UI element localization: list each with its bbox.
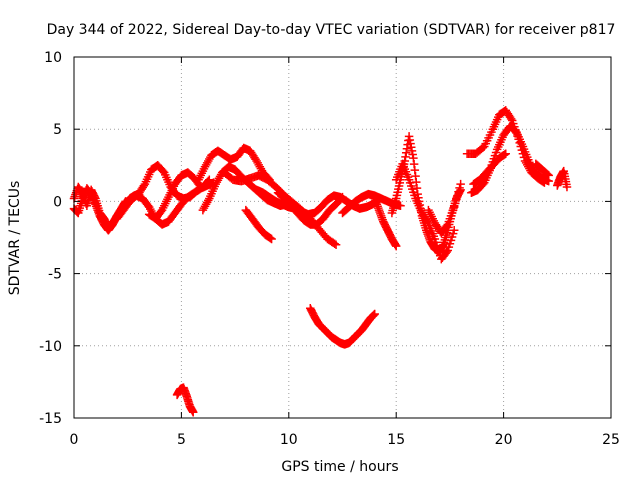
data-point: [370, 309, 379, 319]
x-tick-label: 5: [177, 432, 186, 448]
data-point: [501, 149, 510, 158]
data-point: [267, 234, 276, 244]
data-point: [405, 178, 415, 188]
data-point: [408, 184, 417, 194]
data-point: [410, 191, 419, 200]
data-point: [490, 151, 500, 160]
data-point: [442, 247, 451, 257]
data-point: [330, 239, 339, 249]
data-point: [331, 240, 341, 249]
data-point: [205, 175, 214, 184]
y-tick-label: -15: [39, 411, 62, 427]
data-point: [196, 182, 205, 192]
data-point: [204, 176, 213, 186]
series-arc20: [469, 149, 510, 189]
x-axis-label: GPS time / hours: [281, 459, 398, 475]
data-point: [562, 182, 572, 192]
y-tick-label: 0: [53, 194, 62, 210]
data-point: [453, 191, 462, 200]
chart-title: Day 344 of 2022, Sidereal Day-to-day VTE…: [47, 22, 616, 38]
series-arc16: [391, 159, 459, 264]
data-point: [543, 170, 552, 179]
data-point: [434, 248, 444, 257]
x-tick-label: 20: [495, 432, 513, 448]
series-arc5: [144, 168, 205, 223]
data-points: [69, 106, 572, 417]
y-tick-label: 10: [44, 50, 62, 66]
series-arc13: [338, 189, 405, 218]
data-point: [391, 241, 401, 251]
series-arc22: [553, 166, 572, 192]
data-point: [507, 116, 517, 125]
x-tick-label: 25: [602, 432, 620, 448]
series-arc10: [252, 185, 384, 219]
series-arc23: [172, 383, 198, 417]
data-point: [195, 181, 204, 190]
data-point: [454, 187, 463, 197]
data-point: [446, 236, 456, 245]
data-point: [456, 179, 465, 189]
data-point: [449, 226, 459, 235]
y-axis-label: SDTVAR / TECUs: [7, 181, 23, 296]
data-point: [491, 148, 501, 157]
series-arc12: [306, 304, 379, 349]
series-arc19: [467, 122, 553, 197]
data-point: [406, 181, 416, 191]
data-point: [338, 192, 347, 202]
series-arc21: [531, 159, 553, 180]
data-point: [433, 244, 443, 254]
data-point: [448, 229, 458, 238]
x-tick-label: 10: [280, 432, 298, 448]
data-point: [430, 234, 440, 244]
data-point: [544, 171, 553, 180]
y-tick-label: 5: [53, 122, 62, 138]
data-point: [409, 188, 418, 197]
series-arc9: [241, 205, 276, 244]
data-point: [452, 195, 461, 204]
y-tick-label: -5: [48, 267, 62, 283]
data-point: [404, 175, 414, 184]
series-arc14: [370, 194, 401, 251]
data-point: [337, 194, 346, 203]
axis-ticks: 0 5 10 15 20 25 -15 -10 -5 0 5 10: [39, 50, 620, 448]
data-point: [445, 239, 455, 249]
data-point: [447, 232, 457, 242]
data-point: [442, 221, 451, 231]
grid: [74, 57, 611, 418]
data-point: [431, 238, 441, 247]
series-arc4: [134, 161, 214, 203]
data-point: [449, 202, 459, 212]
series-arc8: [220, 168, 341, 249]
data-point: [444, 242, 454, 252]
data-point: [443, 246, 453, 255]
data-point: [188, 407, 198, 417]
x-tick-label: 0: [70, 432, 79, 448]
x-tick-label: 15: [387, 432, 405, 448]
y-tick-label: -10: [39, 339, 62, 355]
data-point: [455, 183, 464, 193]
data-point: [432, 241, 442, 250]
series-arc17: [424, 179, 465, 238]
series-arc11: [273, 188, 347, 229]
plot-frame: [73, 56, 612, 419]
data-point: [451, 199, 460, 208]
